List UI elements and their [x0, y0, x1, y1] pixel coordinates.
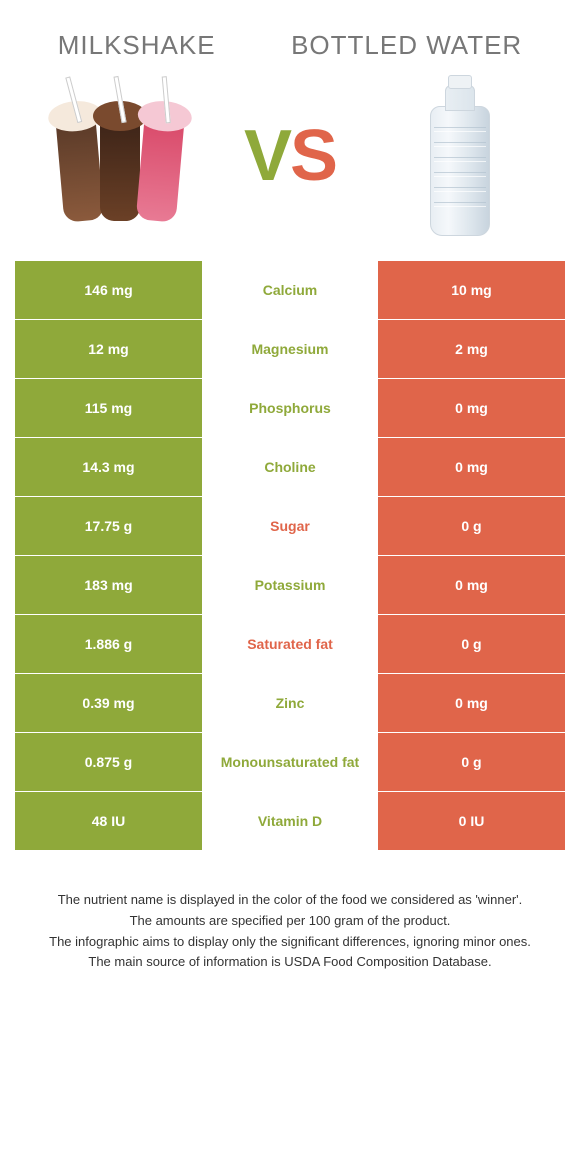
vs-letter-s: S — [290, 116, 336, 196]
nutrient-row: 0.875 gMonounsaturated fat0 g — [15, 733, 565, 791]
vs-letter-v: V — [244, 116, 290, 196]
milkshake-glass-icon — [135, 119, 184, 222]
nutrient-right-value: 0 g — [378, 497, 565, 555]
milkshake-glass-icon — [55, 119, 104, 222]
footer-line: The amounts are specified per 100 gram o… — [30, 911, 550, 932]
nutrient-row: 115 mgPhosphorus0 mg — [15, 379, 565, 437]
milkshake-glass-icon — [100, 121, 140, 221]
nutrient-row: 183 mgPotassium0 mg — [15, 556, 565, 614]
nutrient-left-value: 0.39 mg — [15, 674, 202, 732]
vs-label: VS — [244, 115, 336, 197]
water-bottle-image — [385, 81, 535, 231]
nutrient-row: 14.3 mgCholine0 mg — [15, 438, 565, 496]
nutrient-label: Saturated fat — [202, 615, 378, 673]
footer-notes: The nutrient name is displayed in the co… — [30, 890, 550, 973]
header-titles: Milkshake Bottled Water — [0, 0, 580, 71]
nutrient-row: 146 mgCalcium10 mg — [15, 261, 565, 319]
nutrient-left-value: 1.886 g — [15, 615, 202, 673]
water-bottle-icon — [430, 106, 490, 236]
nutrient-row: 12 mgMagnesium2 mg — [15, 320, 565, 378]
nutrient-left-value: 115 mg — [15, 379, 202, 437]
footer-line: The infographic aims to display only the… — [30, 932, 550, 953]
vs-row: VS — [0, 71, 580, 261]
nutrient-label: Choline — [202, 438, 378, 496]
nutrient-row: 1.886 gSaturated fat0 g — [15, 615, 565, 673]
nutrient-left-value: 14.3 mg — [15, 438, 202, 496]
nutrient-right-value: 0 IU — [378, 792, 565, 850]
nutrient-right-value: 2 mg — [378, 320, 565, 378]
nutrient-left-value: 0.875 g — [15, 733, 202, 791]
nutrient-label: Monounsaturated fat — [202, 733, 378, 791]
nutrient-right-value: 0 mg — [378, 556, 565, 614]
nutrient-left-value: 146 mg — [15, 261, 202, 319]
nutrient-label: Magnesium — [202, 320, 378, 378]
nutrient-row: 48 IUVitamin D0 IU — [15, 792, 565, 850]
nutrient-row: 0.39 mgZinc0 mg — [15, 674, 565, 732]
nutrient-label: Zinc — [202, 674, 378, 732]
footer-line: The nutrient name is displayed in the co… — [30, 890, 550, 911]
nutrient-right-value: 0 g — [378, 733, 565, 791]
nutrient-row: 17.75 gSugar0 g — [15, 497, 565, 555]
right-food-title: Bottled Water — [291, 30, 522, 61]
nutrient-left-value: 48 IU — [15, 792, 202, 850]
nutrient-label: Vitamin D — [202, 792, 378, 850]
nutrient-left-value: 17.75 g — [15, 497, 202, 555]
nutrient-right-value: 0 mg — [378, 438, 565, 496]
footer-line: The main source of information is USDA F… — [30, 952, 550, 973]
nutrient-label: Sugar — [202, 497, 378, 555]
nutrient-right-value: 0 mg — [378, 674, 565, 732]
nutrient-label: Phosphorus — [202, 379, 378, 437]
left-food-title: Milkshake — [58, 30, 216, 61]
nutrient-table: 146 mgCalcium10 mg12 mgMagnesium2 mg115 … — [15, 261, 565, 850]
nutrient-left-value: 12 mg — [15, 320, 202, 378]
milkshake-image — [45, 81, 195, 231]
nutrient-right-value: 10 mg — [378, 261, 565, 319]
nutrient-label: Calcium — [202, 261, 378, 319]
nutrient-right-value: 0 mg — [378, 379, 565, 437]
nutrient-right-value: 0 g — [378, 615, 565, 673]
nutrient-label: Potassium — [202, 556, 378, 614]
nutrient-left-value: 183 mg — [15, 556, 202, 614]
